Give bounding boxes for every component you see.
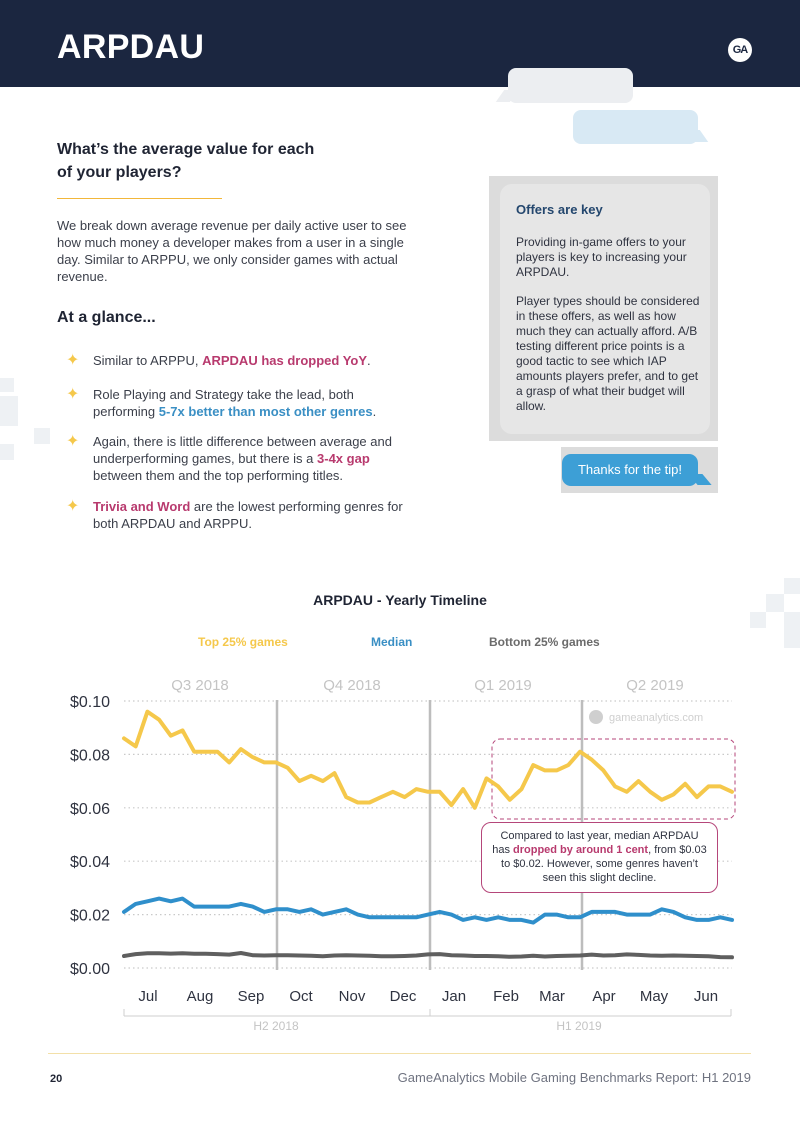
intro-divider [57,198,222,199]
sparkle-icon: ✦ [66,386,80,403]
decorative-square [34,428,50,444]
quarter-label: Q3 2018 [171,677,229,694]
quarter-label: Q1 2019 [474,677,532,694]
median-series-line [122,896,734,925]
glance-bullet: ✦ Trivia and Word are the lowest perform… [66,498,403,531]
bottom-25-series-line [122,951,734,960]
x-tick-label: May [640,988,669,1005]
top-25-series-line [122,709,734,810]
sparkle-icon: ✦ [66,352,80,369]
glance-bullet: ✦ Role Playing and Strategy take the lea… [66,386,377,419]
header-bar [0,0,800,87]
decorative-square [750,612,766,628]
quarter-label: Q2 2019 [626,677,684,694]
x-tick-label: Aug [187,988,214,1005]
reply-chat-bubble: Thanks for the tip! [562,454,698,486]
offers-paragraph-1: Providing in-game offers to your players… [516,235,687,279]
decorative-square [766,594,784,612]
decorative-square [0,444,14,460]
y-tick-label: $0.04 [70,854,110,871]
at-a-glance-heading: At a glance... [57,309,156,326]
half-year-label: H1 2019 [556,1019,602,1033]
x-tick-label: Dec [390,988,417,1005]
y-tick-label: $0.00 [70,961,110,978]
chart-annotation: Compared to last year, median ARPDAU has… [481,822,718,893]
decorative-square [0,378,14,392]
page-number: 20 [50,1073,63,1085]
offers-title: Offers are key [516,202,603,217]
footer-divider [48,1053,751,1054]
footer-report-title: GameAnalytics Mobile Gaming Benchmarks R… [397,1070,751,1085]
y-tick-label: $0.02 [70,908,110,925]
x-tick-label: Mar [539,988,565,1005]
glance-bullet: ✦ Similar to ARPPU, ARPDAU has dropped Y… [66,352,371,369]
watermark-text: gameanalytics.com [609,712,703,724]
x-tick-label: Jan [442,988,466,1005]
offers-chat-bubble [500,184,710,434]
gameanalytics-logo-icon: GA [728,38,752,62]
watermark-logo-icon [589,710,603,724]
x-tick-label: Oct [289,988,313,1005]
x-tick-label: Sep [238,988,265,1005]
offers-paragraph-2: Player types should be considered in the… [516,294,700,413]
quarter-label: Q4 2018 [323,677,381,694]
half-year-label: H2 2018 [253,1019,299,1033]
legend-median: Median [371,635,413,649]
x-tick-label: Jun [694,988,718,1005]
y-tick-label: $0.10 [70,694,110,711]
page-title: ARPDAU [57,28,205,66]
x-tick-label: Apr [592,988,615,1005]
legend-bottom-25: Bottom 25% games [489,635,600,649]
arpdau-line-chart: $0.00 $0.02 $0.04 $0.06 $0.08 $0.10 Q3 2018 Q4 … [70,677,736,1033]
glance-bullet: ✦ Again, there is little difference betw… [66,433,392,483]
chart-title: ARPDAU - Yearly Timeline [313,592,487,608]
decorative-square [784,612,800,648]
sparkle-icon: ✦ [66,498,80,515]
y-tick-label: $0.08 [70,747,110,764]
x-tick-label: Jul [138,988,157,1005]
x-tick-label: Feb [493,988,519,1005]
sparkle-icon: ✦ [66,433,80,450]
legend-top-25: Top 25% games [198,635,288,649]
y-tick-label: $0.06 [70,801,110,818]
highlight-region [491,738,736,820]
intro-paragraph: We break down average revenue per daily … [57,218,407,284]
intro-heading: What’s the average value for each of you… [57,141,315,181]
decorative-square [784,578,800,594]
decorative-chat-bubble [573,110,698,144]
decorative-square [0,396,18,426]
decorative-chat-bubble [508,68,633,103]
x-tick-label: Nov [339,988,366,1005]
